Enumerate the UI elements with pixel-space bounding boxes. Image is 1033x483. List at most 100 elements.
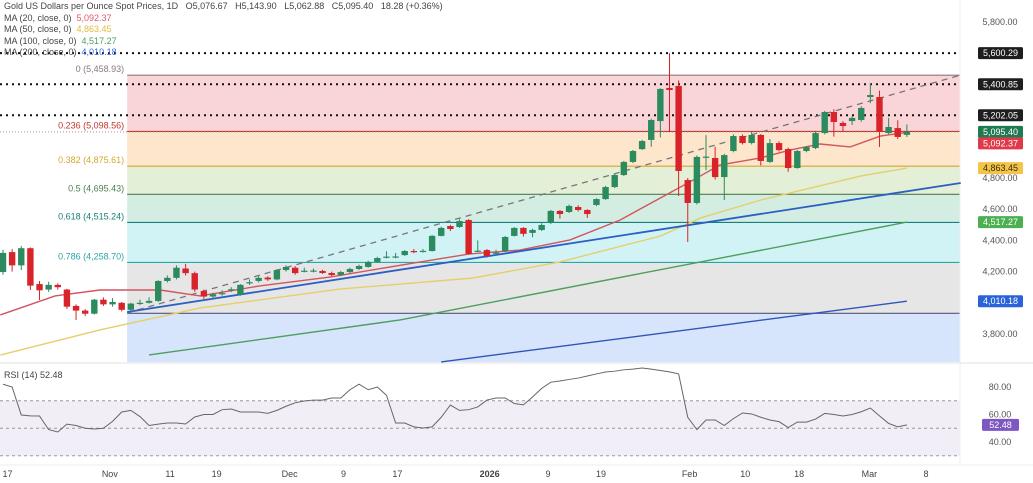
candle [483,248,491,258]
candle [310,268,317,273]
price-axis-label: 4,800.00 [982,173,1017,183]
candle [447,224,454,232]
candle-body [127,303,135,310]
ma-value: 5,092.37 [76,12,112,23]
moving-average-ma100 [148,221,908,356]
rsi-legend[interactable]: RSI (14) 52.48 [4,370,63,380]
price-tag [978,216,1023,229]
candle-body [319,270,326,274]
candle-body [574,207,582,210]
candle-body [876,97,883,132]
candle-body [784,148,792,169]
price-tag-label: 5,600.29 [983,48,1018,58]
candle [629,149,637,164]
candle [812,131,819,150]
ma100-legend[interactable]: MA (100, close, 0) 4,517.27 [4,36,448,48]
candle [45,281,52,292]
candle-body [684,180,691,203]
candle [127,302,135,312]
ma-value: 4,863.45 [76,24,112,34]
candle [0,249,7,275]
candle [556,209,564,219]
candle-body [675,85,682,171]
candle-body [693,156,701,203]
candle [374,256,381,264]
candle-body [91,299,98,314]
candle [511,227,518,237]
candle-body [8,252,16,266]
time-axis-label: Feb [682,469,698,479]
candle [319,269,326,274]
candle-body [657,88,664,122]
candle [173,265,180,280]
fib-zone [127,166,961,195]
candle-body [858,107,865,120]
candle [848,116,856,125]
candle [739,134,746,145]
rsi-axis-label: 80.00 [989,382,1012,392]
candle [784,147,792,172]
candle [830,109,838,137]
ma-label: MA (20, close, 0) [4,12,72,23]
fib-zone [127,313,961,362]
candle-body [27,248,34,286]
time-axis-label: 2026 [480,469,500,479]
candle [81,309,89,317]
candle-body [228,289,235,291]
candle [109,298,116,307]
candle-body [711,158,719,178]
candle [885,117,892,135]
candle-body [629,151,637,162]
symbol-ohlc-row: Gold US Dollars per Ounce Spot Prices, 1… [4,1,448,13]
price-tag [978,78,1023,91]
candle-body [830,112,838,122]
ma200-legend[interactable]: MA (200, close, 0) 4,010.18 [4,47,448,59]
candle-body [565,205,573,213]
price-axis-label: 5,800.00 [982,17,1017,27]
price-tag [978,109,1023,122]
candle [328,271,335,277]
moving-average-ma20 [0,131,907,316]
candle-body [775,143,783,151]
candle [657,88,664,138]
candle-body [392,256,399,258]
change-value: 18.28 (+0.36%) [380,1,443,11]
candle-body [118,302,125,310]
rsi-tag-label: 52.48 [989,420,1012,430]
rsi-value: 52.48 [40,370,63,380]
candle-body [885,126,892,134]
candle-body [310,270,317,272]
candle [611,174,618,189]
fib-level-label: 0.236 (5,098.56) [58,120,124,130]
candle [702,135,710,171]
fib-level-label: 0.382 (4,875.61) [58,155,124,165]
candle [766,139,774,164]
time-axis-label: 17 [3,469,13,479]
candle [638,139,646,150]
candle [191,271,198,292]
candle [282,265,290,272]
close-value: C5,095.40 [331,1,374,11]
candle [200,289,208,299]
price-axis-label: 4,600.00 [982,204,1017,214]
candle [894,120,901,139]
candle-body [529,229,536,233]
candle-body [365,261,372,267]
candle [264,276,271,281]
candle [8,248,16,272]
price-tag-label: 5,092.37 [983,138,1018,148]
ma50-legend[interactable]: MA (50, close, 0) 4,863.45 [4,24,448,36]
candle [428,234,436,252]
ma-label: MA (50, close, 0) [4,24,72,34]
candle [100,297,107,306]
candle [54,283,61,290]
fib-level-label: 0 (5,458.93) [76,64,125,74]
candle-body [337,272,345,276]
price-tag [978,47,1023,60]
ma20-legend[interactable]: MA (20, close, 0) 5,092.37 [4,13,448,25]
candle-body [511,227,518,236]
candle [91,298,98,315]
support-trendline [127,182,961,313]
candle [547,209,554,225]
